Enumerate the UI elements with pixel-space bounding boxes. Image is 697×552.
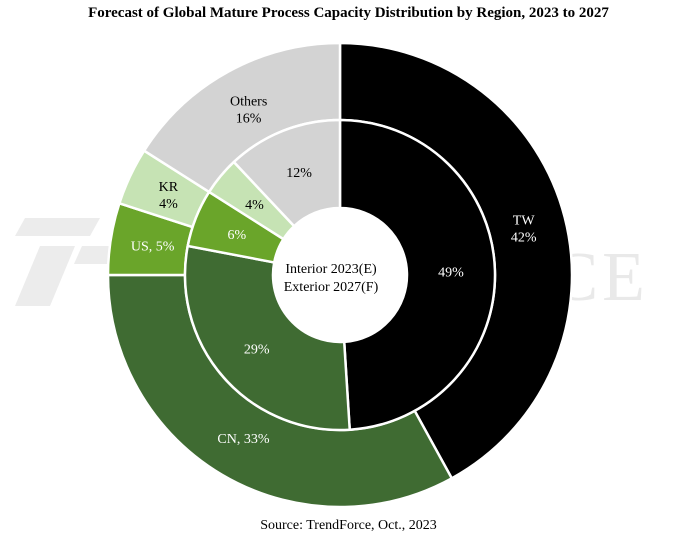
label-interior-cn: 29% [244, 342, 270, 357]
donut-hole [273, 208, 407, 342]
center-label-interior: Interior 2023(E) [285, 262, 377, 277]
source-note: Source: TrendForce, Oct., 2023 [260, 518, 437, 533]
label-interior-us: 6% [227, 228, 246, 243]
chart-title: Forecast of Global Mature Process Capaci… [88, 5, 609, 21]
inner-ring [183, 118, 497, 432]
label-interior-kr: 4% [245, 198, 264, 213]
label-exterior-cn: CN, 33% [217, 432, 269, 447]
label-interior-others: 12% [286, 166, 312, 181]
label-exterior-kr: KR 4% [159, 180, 179, 212]
label-interior-tw: 49% [438, 266, 464, 281]
slice-labels: 49% 29% 6% 4% 12% TW 42% CN, 33% US, 5% KR 4% Other… [131, 94, 537, 447]
label-exterior-others: Others 16% [230, 94, 267, 126]
center-label-exterior: Exterior 2027(F) [284, 280, 379, 295]
label-exterior-tw: TW 42% [511, 213, 537, 245]
label-exterior-us: US, 5% [131, 239, 175, 254]
